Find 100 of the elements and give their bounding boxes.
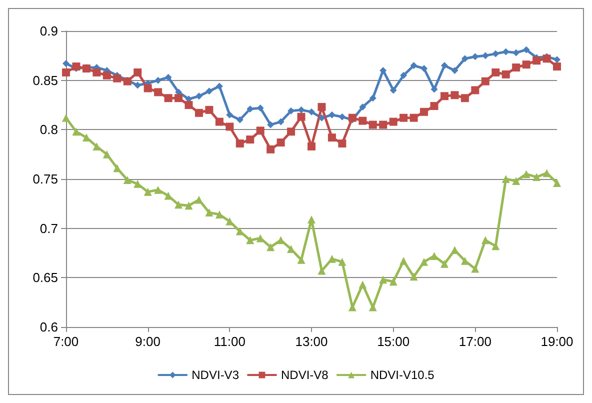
point xyxy=(72,128,80,136)
point xyxy=(184,101,193,109)
point xyxy=(451,66,458,74)
point xyxy=(430,86,438,93)
y-tick-label: 0.65 xyxy=(32,270,58,286)
point xyxy=(328,134,336,142)
point xyxy=(298,106,305,114)
x-tick-label: 17:00 xyxy=(458,334,492,349)
point xyxy=(430,102,438,110)
point xyxy=(472,53,479,60)
point xyxy=(389,118,398,126)
point xyxy=(195,92,202,100)
point xyxy=(471,86,480,94)
point xyxy=(338,113,346,120)
point xyxy=(308,142,316,150)
point xyxy=(277,118,284,126)
point xyxy=(123,176,132,184)
point xyxy=(400,72,408,79)
point xyxy=(410,114,418,122)
point xyxy=(512,49,520,56)
point xyxy=(102,150,111,158)
point xyxy=(236,139,244,148)
point xyxy=(512,64,520,72)
point xyxy=(400,256,408,265)
point xyxy=(276,138,285,146)
point xyxy=(236,116,244,124)
point xyxy=(492,68,500,76)
point xyxy=(267,121,274,128)
x-tick-label: 15:00 xyxy=(377,334,410,349)
point xyxy=(358,280,367,289)
point xyxy=(318,114,326,122)
point xyxy=(194,108,203,117)
point xyxy=(410,272,418,281)
point xyxy=(174,200,183,209)
point xyxy=(358,116,367,125)
point xyxy=(461,55,468,62)
x-tick-label: 11:00 xyxy=(214,334,246,349)
point xyxy=(266,243,275,252)
point xyxy=(502,48,510,56)
point xyxy=(287,128,296,136)
point xyxy=(134,68,142,76)
point xyxy=(440,62,448,70)
point xyxy=(164,94,172,102)
point xyxy=(215,118,224,126)
point xyxy=(359,103,366,110)
point xyxy=(246,236,254,244)
point xyxy=(62,60,70,68)
point xyxy=(379,120,388,129)
point xyxy=(154,186,162,194)
point xyxy=(502,175,510,183)
point xyxy=(481,77,490,86)
point xyxy=(226,111,234,118)
point xyxy=(440,92,448,100)
point xyxy=(102,71,111,80)
y-tick-label: 0.7 xyxy=(40,220,58,236)
point xyxy=(144,188,152,196)
x-tick-label: 7:00 xyxy=(53,334,79,349)
point xyxy=(368,120,377,129)
point xyxy=(532,56,541,65)
point xyxy=(471,264,480,273)
point xyxy=(134,180,142,188)
point xyxy=(62,114,70,122)
point xyxy=(236,227,244,236)
point xyxy=(542,54,551,63)
point xyxy=(420,64,428,72)
point xyxy=(348,114,356,122)
point xyxy=(482,52,489,60)
point xyxy=(318,266,326,275)
point xyxy=(554,56,560,64)
point xyxy=(72,62,80,71)
point xyxy=(205,106,214,114)
point xyxy=(134,82,142,89)
point xyxy=(205,208,214,217)
point xyxy=(256,104,264,112)
point xyxy=(256,234,264,242)
point xyxy=(502,70,510,78)
point xyxy=(297,112,306,121)
point xyxy=(430,252,438,260)
point xyxy=(276,236,285,244)
point xyxy=(368,303,377,312)
point xyxy=(154,88,162,96)
point xyxy=(512,176,520,185)
legend-label: NDVI-V3 xyxy=(192,368,240,382)
point xyxy=(400,114,408,122)
point xyxy=(194,196,203,204)
y-tick-label: 0.85 xyxy=(32,72,58,88)
point xyxy=(460,94,469,102)
point xyxy=(440,260,448,268)
y-tick-label: 0.6 xyxy=(40,320,58,334)
point xyxy=(460,256,469,265)
point xyxy=(450,91,459,100)
point xyxy=(522,60,530,69)
y-tick-label: 0.9 xyxy=(40,24,58,38)
point xyxy=(92,142,101,150)
point xyxy=(379,276,388,284)
point xyxy=(553,178,561,187)
point xyxy=(246,136,254,144)
point xyxy=(226,122,234,131)
point xyxy=(215,210,224,219)
point xyxy=(338,139,346,148)
